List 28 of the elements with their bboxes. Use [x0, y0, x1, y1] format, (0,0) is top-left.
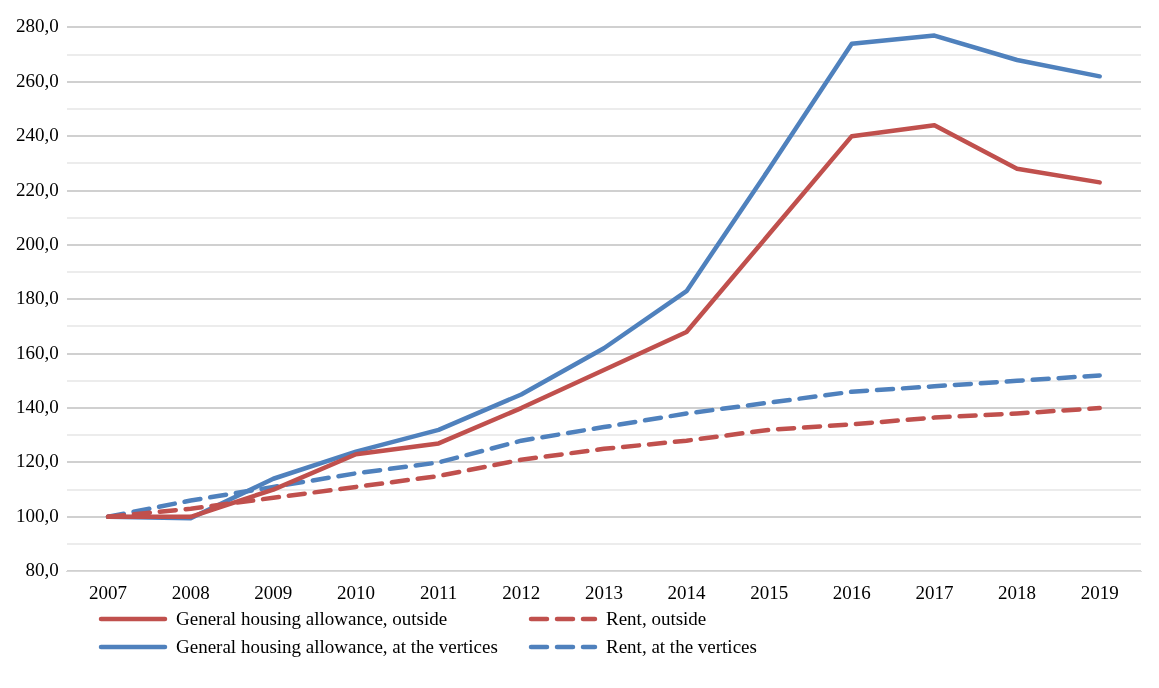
- x-tick-label: 2012: [502, 581, 541, 603]
- x-tick-label: 2015: [750, 581, 789, 603]
- x-tick-label: 2016: [832, 581, 871, 603]
- y-tick-label: 100,0: [16, 504, 59, 526]
- legend-label: Rent, at the vertices: [606, 636, 757, 658]
- y-tick-label: 280,0: [16, 15, 59, 37]
- y-tick-label: 140,0: [16, 396, 59, 418]
- y-tick-label: 120,0: [16, 450, 59, 472]
- x-tick-label: 2008: [171, 581, 210, 603]
- legend-label: Rent, outside: [606, 608, 707, 630]
- x-tick-label: 2007: [89, 581, 128, 603]
- x-tick-label: 2019: [1080, 581, 1119, 603]
- y-tick-label: 260,0: [16, 69, 59, 91]
- legend-label: General housing allowance, at the vertices: [176, 636, 498, 658]
- x-tick-label: 2014: [667, 581, 707, 603]
- x-tick-label: 2017: [915, 581, 954, 603]
- y-tick-label: 180,0: [16, 287, 59, 309]
- x-tick-label: 2018: [998, 581, 1037, 603]
- x-tick-label: 2009: [254, 581, 293, 603]
- y-tick-label: 240,0: [16, 124, 59, 146]
- y-tick-label: 200,0: [16, 232, 59, 254]
- legend-label: General housing allowance, outside: [176, 608, 448, 630]
- x-tick-label: 2010: [336, 581, 375, 603]
- y-tick-label: 80,0: [25, 559, 59, 581]
- y-tick-label: 220,0: [16, 178, 59, 200]
- x-tick-label: 2013: [584, 581, 623, 603]
- x-tick-label: 2011: [419, 581, 458, 603]
- y-tick-label: 160,0: [16, 341, 59, 363]
